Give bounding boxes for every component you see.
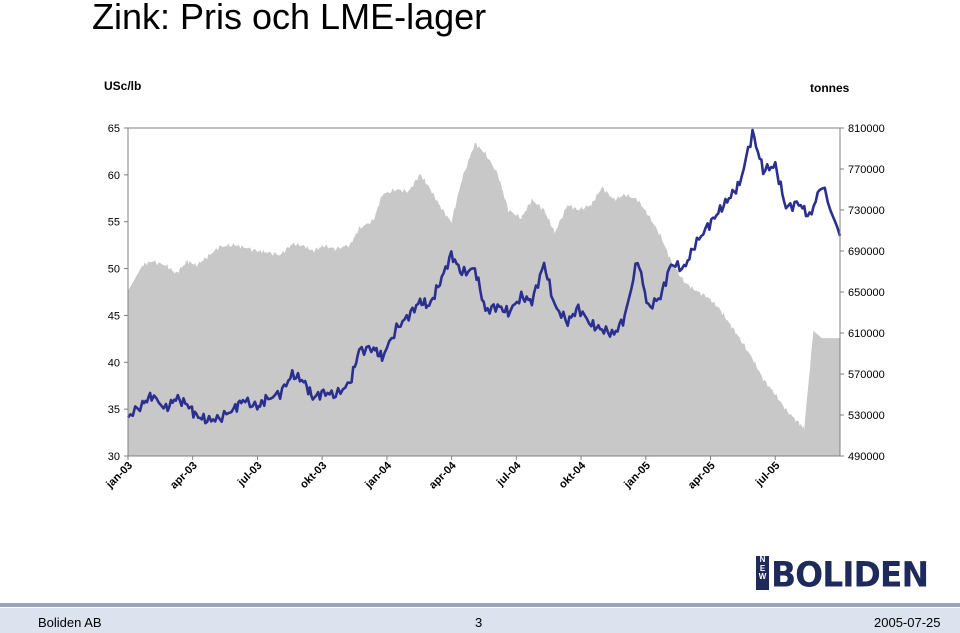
logo-wordmark: BOLIDEN bbox=[771, 554, 929, 595]
x-tick-label: apr-04 bbox=[427, 459, 459, 491]
right-tick-label: 650000 bbox=[848, 287, 885, 299]
x-tick-label-group: jul-05 bbox=[753, 460, 783, 490]
price-line bbox=[126, 128, 842, 425]
x-tick-label-group: jan-05 bbox=[621, 460, 653, 492]
footer-page-number: 3 bbox=[475, 615, 483, 630]
footer-company: Boliden AB bbox=[38, 615, 102, 630]
x-tick-label: jan-05 bbox=[621, 460, 653, 492]
right-tick-label: 610000 bbox=[848, 328, 885, 340]
right-tick-label: 770000 bbox=[848, 164, 885, 176]
x-tick-label-group: jan-04 bbox=[362, 459, 394, 491]
left-tick-label: 65 bbox=[108, 123, 120, 135]
left-tick-label: 40 bbox=[108, 357, 120, 369]
left-tick-label: 45 bbox=[108, 310, 120, 322]
x-tick-label: okt-03 bbox=[298, 460, 329, 491]
left-tick-label: 30 bbox=[108, 451, 120, 463]
footer-divider bbox=[0, 603, 960, 607]
right-tick-label: 730000 bbox=[848, 205, 885, 217]
left-axis-unit: USc/lb bbox=[104, 79, 142, 93]
price-line-layer bbox=[126, 128, 842, 425]
right-tick-label: 490000 bbox=[848, 451, 885, 463]
x-tick-label: jan-03 bbox=[103, 460, 135, 492]
x-tick-label-group: apr-04 bbox=[427, 459, 459, 491]
x-tick-label-group: okt-03 bbox=[298, 460, 329, 491]
x-tick-label: jan-04 bbox=[362, 459, 394, 491]
x-tick-label-group: apr-05 bbox=[686, 460, 718, 492]
x-tick-label-group: jul-03 bbox=[235, 460, 265, 490]
x-tick-label-group: okt-04 bbox=[557, 459, 589, 491]
left-tick-label: 35 bbox=[108, 404, 120, 416]
right-tick-label: 810000 bbox=[848, 123, 885, 135]
right-tick-label: 690000 bbox=[848, 246, 885, 258]
right-tick-label: 570000 bbox=[848, 369, 885, 381]
left-tick-label: 55 bbox=[108, 217, 120, 229]
x-tick-label: jul-04 bbox=[494, 459, 524, 489]
right-tick-label: 530000 bbox=[848, 410, 885, 422]
x-tick-label: jul-05 bbox=[753, 460, 783, 490]
footer-date: 2005-07-25 bbox=[874, 615, 941, 630]
x-tick-label: okt-04 bbox=[557, 459, 589, 491]
right-axis-unit: tonnes bbox=[810, 81, 850, 95]
left-tick-label: 50 bbox=[108, 264, 120, 276]
x-tick-label: apr-03 bbox=[168, 460, 200, 492]
x-tick-label: jul-03 bbox=[235, 460, 265, 490]
x-tick-label: apr-05 bbox=[686, 460, 718, 492]
x-tick-label-group: jul-04 bbox=[494, 459, 524, 489]
x-tick-label-group: apr-03 bbox=[168, 460, 200, 492]
x-tick-label-group: jan-03 bbox=[103, 460, 135, 492]
stock-area-layer bbox=[128, 142, 840, 456]
footer-band bbox=[0, 608, 960, 633]
left-tick-label: 60 bbox=[108, 170, 120, 182]
page-title: Zink: Pris och LME-lager bbox=[92, 0, 487, 37]
stock-area bbox=[128, 142, 840, 456]
